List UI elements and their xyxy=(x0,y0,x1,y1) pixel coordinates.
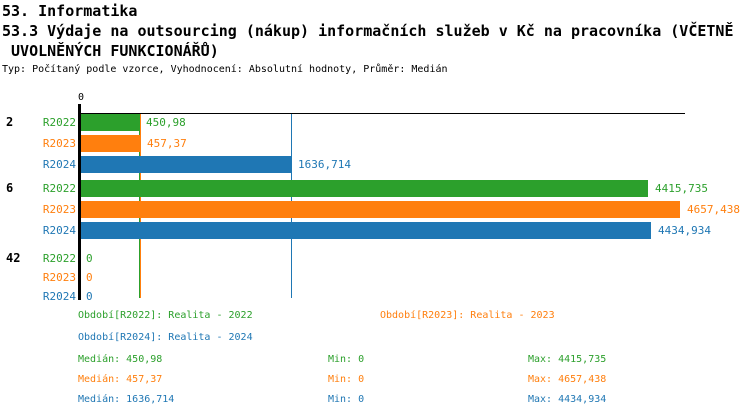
stat-max-r2023: Max: 4657,438 xyxy=(528,374,607,385)
bar-row-label: R2022 xyxy=(42,252,76,265)
chart-meta: Typ: Počítaný podle vzorce, Vyhodnocení:… xyxy=(2,64,448,75)
bar-row-label: R2023 xyxy=(42,271,76,284)
stat-median-r2023: Medián: 457,37 xyxy=(78,374,163,385)
stat-min-r2024: Min: 0 xyxy=(328,394,365,405)
bar-row-label: R2024 xyxy=(42,290,76,303)
bar-row-label: R2024 xyxy=(42,158,76,171)
bar-row-label: R2024 xyxy=(42,224,76,237)
chart-subtitle-line2: UVOLNĚNÝCH FUNKCIONÁŘŮ) xyxy=(2,42,219,60)
stat-max-r2024: Max: 4434,934 xyxy=(528,394,607,405)
x-axis xyxy=(78,113,685,114)
stat-median-r2022: Medián: 450,98 xyxy=(78,354,163,365)
bar-value-label: 4657,438 xyxy=(687,203,740,216)
bar-group-label: 6 xyxy=(6,181,14,195)
bar xyxy=(81,114,139,131)
stat-min-r2022: Min: 0 xyxy=(328,354,365,365)
y-axis xyxy=(78,104,81,300)
bar-row-label: R2022 xyxy=(42,116,76,129)
page-title: 53. Informatika xyxy=(2,2,138,20)
bar xyxy=(81,135,140,152)
bar xyxy=(81,156,291,173)
bar-value-label: 450,98 xyxy=(146,116,186,129)
stat-median-r2024: Medián: 1636,714 xyxy=(78,394,175,405)
bar-row-label: R2023 xyxy=(42,203,76,216)
bar xyxy=(81,201,680,218)
bar-value-label: 4415,735 xyxy=(655,182,708,195)
bar-value-label: 0 xyxy=(86,271,93,284)
chart-subtitle-line1: 53.3 Výdaje na outsourcing (nákup) infor… xyxy=(2,22,734,40)
bar xyxy=(81,222,651,239)
x-tick-label-zero: 0 xyxy=(77,92,85,103)
legend-item-r2022: Období[R2022]: Realita - 2022 xyxy=(78,310,253,321)
bar-group-label: 2 xyxy=(6,115,14,129)
legend-item-r2023: Období[R2023]: Realita - 2023 xyxy=(380,310,555,321)
bar-value-label: 1636,714 xyxy=(298,158,351,171)
bar-value-label: 0 xyxy=(86,252,93,265)
bar-row-label: R2022 xyxy=(42,182,76,195)
bar-row-label: R2023 xyxy=(42,137,76,150)
bar-value-label: 0 xyxy=(86,290,93,303)
legend-item-r2024: Období[R2024]: Realita - 2024 xyxy=(78,332,253,343)
stat-min-r2023: Min: 0 xyxy=(328,374,365,385)
bar-value-label: 4434,934 xyxy=(658,224,711,237)
bar-group-label: 42 xyxy=(6,251,21,265)
bar xyxy=(81,180,648,197)
bar-value-label: 457,37 xyxy=(147,137,187,150)
stat-max-r2022: Max: 4415,735 xyxy=(528,354,607,365)
